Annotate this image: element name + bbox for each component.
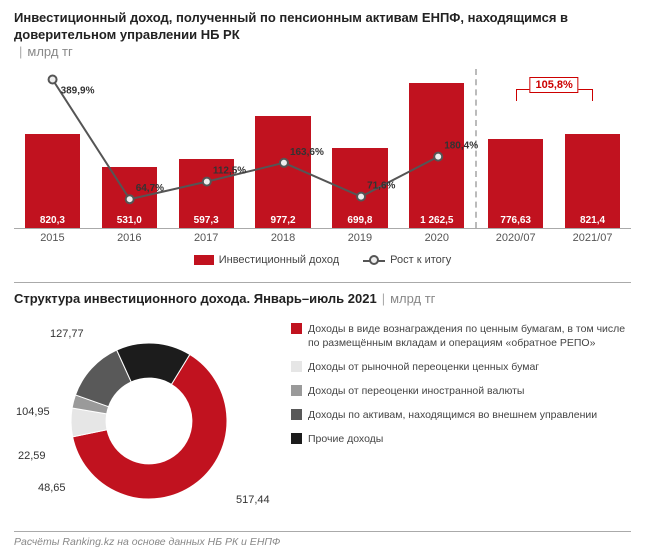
donut-legend-item: Прочие доходы — [291, 432, 631, 446]
bar: 531,0 — [102, 167, 157, 228]
donut-legend-item: Доходы от переоценки иностранной валюты — [291, 384, 631, 398]
donut-unit: млрд тг — [390, 291, 435, 306]
donut-slice-label: 127,77 — [50, 328, 84, 340]
legend-text: Доходы по активам, находящимся во внешне… — [308, 408, 597, 422]
bar: 977,2 — [255, 116, 310, 228]
legend-swatch — [291, 323, 302, 334]
x-label: 2020 — [398, 232, 475, 244]
bar: 597,3 — [179, 159, 234, 227]
bar: 699,8 — [332, 148, 387, 228]
bar-value-label: 776,63 — [500, 215, 531, 226]
donut-title: Структура инвестиционного дохода. Январь… — [14, 291, 377, 308]
x-label: 2019 — [322, 232, 399, 244]
bar-col: 977,2 — [245, 69, 322, 228]
x-label: 2015 — [14, 232, 91, 244]
bar-col: 820,3 — [14, 69, 91, 228]
bar-col: 1 262,5 — [398, 69, 475, 228]
bar-value-label: 820,3 — [40, 215, 65, 226]
bar: 821,4 — [565, 134, 620, 228]
x-label: 2021/07 — [554, 232, 631, 244]
legend-line: Рост к итогу — [363, 254, 451, 266]
legend-bar-label: Инвестиционный доход — [219, 254, 339, 266]
top-chart-legend: Инвестиционный доход Рост к итогу — [14, 254, 631, 266]
donut-slice-label: 517,44 — [236, 494, 270, 506]
donut-chart: 517,44 48,65 22,59 104,95 127,77 — [14, 316, 279, 521]
legend-text: Доходы в виде вознаграждения по ценным б… — [308, 322, 631, 350]
legend-text: Доходы от переоценки иностранной валюты — [308, 384, 524, 398]
bar: 776,63 — [488, 139, 543, 228]
donut-legend-item: Доходы по активам, находящимся во внешне… — [291, 408, 631, 422]
bar-col: 597,3 — [168, 69, 245, 228]
donut-legend-item: Доходы от рыночной переоценки ценных бум… — [291, 360, 631, 374]
bar-value-label: 821,4 — [580, 215, 605, 226]
legend-text: Прочие доходы — [308, 432, 383, 446]
x-axis: 201520162017201820192020 2020/072021/07 — [14, 232, 631, 244]
donut-slice-label: 48,65 — [38, 482, 66, 494]
legend-bar: Инвестиционный доход — [194, 254, 339, 266]
legend-swatch — [291, 409, 302, 420]
x-label: 2017 — [168, 232, 245, 244]
top-chart-unit: млрд тг — [27, 44, 72, 59]
legend-swatch — [291, 361, 302, 372]
bar-value-label: 699,8 — [347, 215, 372, 226]
bar-value-label: 597,3 — [194, 215, 219, 226]
bar-col: 776,63 — [477, 69, 554, 228]
donut-slice-label: 104,95 — [16, 406, 50, 418]
bar: 820,3 — [25, 134, 80, 228]
bar-value-label: 531,0 — [117, 215, 142, 226]
legend-swatch — [291, 385, 302, 396]
top-chart-title-row: Инвестиционный доход, полученный по пенс… — [14, 10, 631, 61]
bar-col: 699,8 — [322, 69, 399, 228]
bar-line-chart: 820,3531,0597,3977,2699,81 262,5 105,8% … — [14, 69, 631, 229]
donut-legend-item: Доходы в виде вознаграждения по ценным б… — [291, 322, 631, 350]
bar-col: 531,0 — [91, 69, 168, 228]
legend-text: Доходы от рыночной переоценки ценных бум… — [308, 360, 539, 374]
donut-title-row: Структура инвестиционного дохода. Январь… — [14, 291, 631, 308]
bar-col: 821,4 — [554, 69, 631, 228]
footer-source: Расчёты Ranking.kz на основе данных НБ Р… — [14, 531, 631, 548]
bar: 1 262,5 — [409, 83, 464, 227]
top-chart-title: Инвестиционный доход, полученный по пенс… — [14, 10, 631, 44]
x-label: 2018 — [245, 232, 322, 244]
legend-swatch — [291, 433, 302, 444]
donut-legend: Доходы в виде вознаграждения по ценным б… — [291, 316, 631, 457]
x-label: 2016 — [91, 232, 168, 244]
bar-value-label: 977,2 — [271, 215, 296, 226]
bar-value-label: 1 262,5 — [420, 215, 453, 226]
donut-slice-label: 22,59 — [18, 450, 46, 462]
legend-line-label: Рост к итогу — [390, 254, 451, 266]
x-label: 2020/07 — [477, 232, 554, 244]
